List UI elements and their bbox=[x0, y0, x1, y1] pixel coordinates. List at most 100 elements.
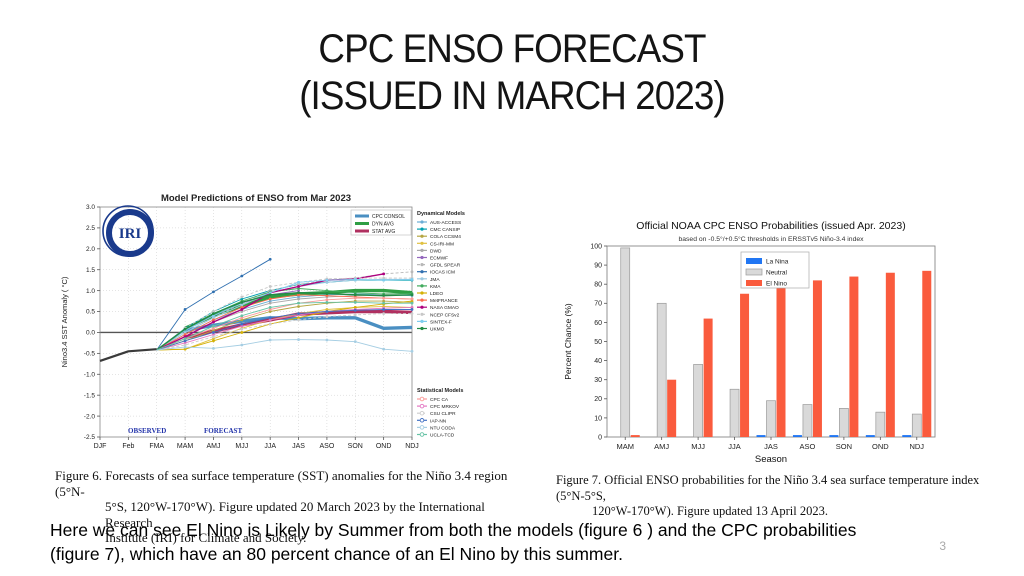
svg-text:IRI: IRI bbox=[119, 226, 142, 242]
svg-text:FMA: FMA bbox=[149, 443, 164, 450]
slide-body-line1: Here we can see El Nino is Likely by Sum… bbox=[50, 520, 857, 540]
svg-text:NCEP CFSv2: NCEP CFSv2 bbox=[430, 312, 460, 318]
slide-body-text: Here we can see El Nino is Likely by Sum… bbox=[50, 518, 910, 566]
figure7-probability-bar-chart: 0 10 20 30 40 50 60 70 80 90 100 MAM AMJ MJJ JJA JAS ASO… bbox=[563, 220, 936, 465]
svg-text:ECMWF: ECMWF bbox=[430, 256, 448, 262]
svg-text:OND: OND bbox=[376, 443, 392, 450]
svg-text:STAT AVG: STAT AVG bbox=[372, 229, 395, 235]
svg-text:Percent Chance (%): Percent Chance (%) bbox=[563, 303, 573, 380]
svg-text:DYN AVG: DYN AVG bbox=[372, 222, 394, 228]
figure6-caption: Figure 6. Forecasts of sea surface tempe… bbox=[55, 468, 520, 546]
svg-text:0: 0 bbox=[598, 434, 602, 441]
svg-text:UCLA-TCD: UCLA-TCD bbox=[430, 433, 455, 439]
svg-text:SON: SON bbox=[348, 443, 363, 450]
svg-text:-2.0: -2.0 bbox=[84, 413, 96, 420]
svg-text:0.5: 0.5 bbox=[86, 309, 95, 316]
svg-text:CMC CANSIP: CMC CANSIP bbox=[430, 227, 460, 233]
figure7-caption-line1: Figure 7. Official ENSO probabilities fo… bbox=[556, 473, 980, 503]
svg-text:Neutral: Neutral bbox=[766, 270, 788, 277]
svg-text:COLA CCSM4: COLA CCSM4 bbox=[430, 234, 461, 240]
svg-text:-0.5: -0.5 bbox=[84, 351, 96, 358]
svg-text:-2.5: -2.5 bbox=[84, 434, 96, 441]
svg-text:ASO: ASO bbox=[800, 442, 816, 451]
svg-text:DJF: DJF bbox=[94, 443, 107, 450]
svg-text:La Nina: La Nina bbox=[766, 259, 789, 266]
svg-text:NDJ: NDJ bbox=[405, 443, 419, 450]
svg-text:Feb: Feb bbox=[122, 443, 134, 450]
figure6-caption-line3: Institute (IRI) for Climate and Society. bbox=[105, 530, 307, 545]
svg-text:JMA: JMA bbox=[430, 277, 440, 283]
svg-text:10: 10 bbox=[594, 415, 602, 422]
svg-text:60: 60 bbox=[594, 320, 602, 327]
figure7-caption: Figure 7. Official ENSO probabilities fo… bbox=[556, 473, 992, 520]
svg-text:JAS: JAS bbox=[764, 442, 778, 451]
figure6-caption-line1: Figure 6. Forecasts of sea surface tempe… bbox=[55, 468, 508, 499]
svg-text:40: 40 bbox=[594, 358, 602, 365]
svg-text:JAS: JAS bbox=[292, 443, 305, 450]
svg-text:UKMO: UKMO bbox=[430, 327, 445, 333]
svg-text:NASA GMAO: NASA GMAO bbox=[430, 305, 459, 311]
svg-text:80: 80 bbox=[594, 282, 602, 289]
svg-text:JJA: JJA bbox=[264, 443, 276, 450]
svg-text:-1.0: -1.0 bbox=[84, 371, 96, 378]
svg-text:20: 20 bbox=[594, 396, 602, 403]
svg-text:2.0: 2.0 bbox=[86, 246, 95, 253]
svg-text:IOCAS ICM: IOCAS ICM bbox=[430, 270, 455, 276]
page-number: 3 bbox=[939, 539, 946, 553]
svg-text:NTU CODA: NTU CODA bbox=[430, 425, 456, 431]
svg-text:KMA: KMA bbox=[430, 284, 441, 290]
svg-text:Official NOAA CPC ENSO Probabi: Official NOAA CPC ENSO Probabilities (is… bbox=[636, 220, 905, 232]
svg-text:50: 50 bbox=[594, 339, 602, 346]
svg-text:2.5: 2.5 bbox=[86, 225, 95, 232]
svg-text:SON: SON bbox=[836, 442, 852, 451]
svg-text:100: 100 bbox=[590, 243, 602, 250]
svg-text:El Nino: El Nino bbox=[766, 281, 787, 288]
svg-text:1.0: 1.0 bbox=[86, 288, 95, 295]
svg-text:CPC CONSOL: CPC CONSOL bbox=[372, 214, 405, 220]
figure6-caption-line2: 5°S, 120°W-170°W). Figure updated 20 Mar… bbox=[105, 499, 485, 530]
svg-text:DWD: DWD bbox=[430, 248, 442, 254]
svg-text:MJJ: MJJ bbox=[691, 442, 705, 451]
svg-text:SINTEX-F: SINTEX-F bbox=[430, 319, 452, 325]
svg-text:-1.5: -1.5 bbox=[84, 392, 96, 399]
svg-text:MAM: MAM bbox=[616, 442, 634, 451]
svg-text:90: 90 bbox=[594, 263, 602, 270]
svg-text:3.0: 3.0 bbox=[86, 204, 95, 211]
svg-text:Dynamical Models: Dynamical Models bbox=[417, 211, 465, 217]
svg-text:JJA: JJA bbox=[728, 442, 741, 451]
svg-text:GFDL SPEAR: GFDL SPEAR bbox=[430, 263, 461, 269]
svg-text:30: 30 bbox=[594, 377, 602, 384]
svg-text:MJJ: MJJ bbox=[235, 443, 248, 450]
svg-text:AUS-ACCESS: AUS-ACCESS bbox=[430, 220, 461, 226]
svg-text:CSU CLIPR: CSU CLIPR bbox=[430, 411, 456, 417]
svg-text:70: 70 bbox=[594, 301, 602, 308]
svg-text:NDJ: NDJ bbox=[909, 442, 924, 451]
svg-text:Nino3.4 SST Anomaly ( °C): Nino3.4 SST Anomaly ( °C) bbox=[60, 276, 69, 367]
svg-text:Model Predictions of ENSO from: Model Predictions of ENSO from Mar 2023 bbox=[161, 193, 351, 204]
svg-text:1.5: 1.5 bbox=[86, 267, 95, 274]
figure6-enso-plume-chart: 3.0 2.5 2.0 1.5 1.0 0.5 0.0 -0.5 -1.0 -1.5 -2.0 -2.… bbox=[60, 193, 465, 450]
svg-text:0.0: 0.0 bbox=[86, 330, 95, 337]
svg-text:based on -0.5°/+0.5°C threshol: based on -0.5°/+0.5°C thresholds in ERSS… bbox=[678, 235, 864, 243]
svg-text:OND: OND bbox=[872, 442, 889, 451]
svg-text:LDEO: LDEO bbox=[430, 291, 443, 297]
svg-text:AMJ: AMJ bbox=[206, 443, 220, 450]
svg-text:ASO: ASO bbox=[320, 443, 335, 450]
svg-text:MetFRANCE: MetFRANCE bbox=[430, 298, 458, 304]
svg-text:CS-IRI-MM: CS-IRI-MM bbox=[430, 241, 454, 247]
slide-title-line2: (ISSUED IN MARCH 2023) bbox=[299, 74, 725, 118]
svg-text:FORECAST: FORECAST bbox=[204, 427, 242, 435]
svg-text:CPC MRKOV: CPC MRKOV bbox=[430, 404, 460, 410]
svg-text:IAP-NN: IAP-NN bbox=[430, 418, 447, 424]
svg-text:MAM: MAM bbox=[177, 443, 194, 450]
slide-title: CPC ENSO FORECAST (ISSUED IN MARCH 2023) bbox=[41, 26, 983, 120]
svg-text:Statistical Models: Statistical Models bbox=[417, 388, 463, 394]
slide-body-line2: (figure 7), which have an 80 percent cha… bbox=[50, 544, 623, 564]
figure7-caption-line2: 120°W-170°W). Figure updated 13 April 20… bbox=[592, 504, 829, 518]
svg-text:OBSERVED: OBSERVED bbox=[128, 427, 166, 435]
svg-text:CPC CA: CPC CA bbox=[430, 397, 449, 403]
svg-text:AMJ: AMJ bbox=[654, 442, 669, 451]
svg-text:Season: Season bbox=[755, 454, 787, 465]
slide-title-line1: CPC ENSO FORECAST bbox=[318, 27, 706, 71]
